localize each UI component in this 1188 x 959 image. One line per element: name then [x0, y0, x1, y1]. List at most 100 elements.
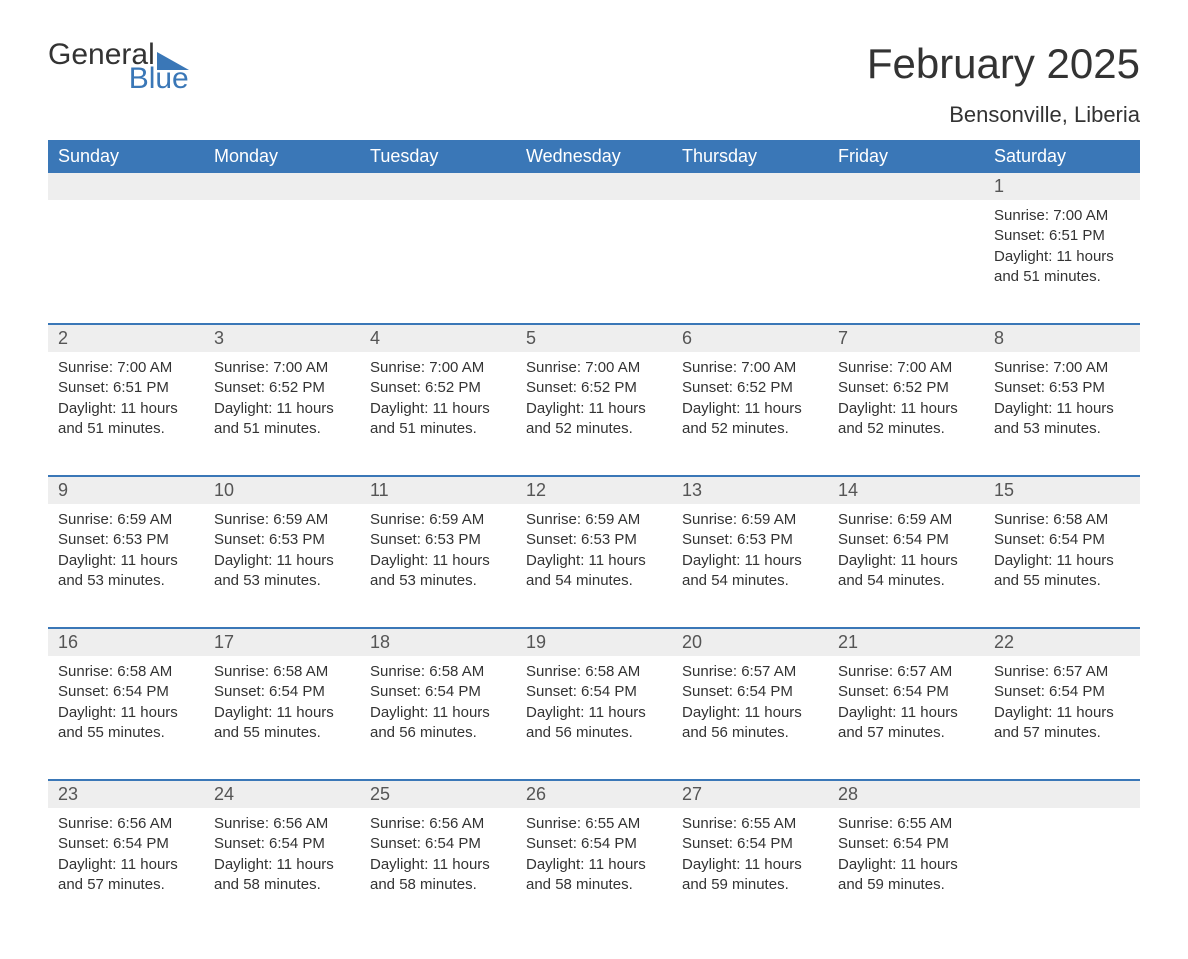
day-detail-line: Sunrise: 7:00 AM [838, 358, 974, 378]
day-detail-line: and 53 minutes. [214, 571, 350, 591]
day-detail-line: Sunrise: 6:59 AM [682, 510, 818, 530]
day-number: 24 [204, 781, 360, 808]
day-number: 21 [828, 629, 984, 656]
day-detail-line: Sunrise: 7:00 AM [682, 358, 818, 378]
day-cell: Sunrise: 6:55 AMSunset: 6:54 PMDaylight:… [672, 808, 828, 919]
day-detail-line: Daylight: 11 hours [526, 399, 662, 419]
day-cell: Sunrise: 6:58 AMSunset: 6:54 PMDaylight:… [360, 656, 516, 767]
day-detail-line: Daylight: 11 hours [682, 855, 818, 875]
day-number: 17 [204, 629, 360, 656]
day-header-wed: Wednesday [516, 140, 672, 173]
day-detail-line: and 57 minutes. [994, 723, 1130, 743]
day-detail-line: Sunrise: 6:55 AM [682, 814, 818, 834]
day-number [204, 173, 360, 200]
day-detail-line: Sunset: 6:54 PM [526, 834, 662, 854]
month-title: February 2025 [867, 40, 1140, 88]
day-cell [360, 200, 516, 311]
day-detail-line: Sunrise: 6:55 AM [526, 814, 662, 834]
day-detail-line: Sunset: 6:54 PM [370, 834, 506, 854]
day-detail-line: Sunset: 6:53 PM [994, 378, 1130, 398]
day-detail-line: Daylight: 11 hours [682, 551, 818, 571]
day-detail-line: Sunrise: 7:00 AM [994, 206, 1130, 226]
day-cell: Sunrise: 7:00 AMSunset: 6:52 PMDaylight:… [204, 352, 360, 463]
day-header-fri: Friday [828, 140, 984, 173]
day-number: 15 [984, 477, 1140, 504]
day-detail-line: and 56 minutes. [682, 723, 818, 743]
day-number: 19 [516, 629, 672, 656]
day-detail-line: and 58 minutes. [214, 875, 350, 895]
day-detail-line: Sunrise: 6:59 AM [838, 510, 974, 530]
day-detail-line: Sunrise: 7:00 AM [370, 358, 506, 378]
week-row: 232425262728Sunrise: 6:56 AMSunset: 6:54… [48, 779, 1140, 919]
day-detail-line: Sunset: 6:54 PM [838, 834, 974, 854]
day-detail-line: and 53 minutes. [370, 571, 506, 591]
day-number: 12 [516, 477, 672, 504]
day-detail-line: Sunset: 6:52 PM [838, 378, 974, 398]
day-detail-line: Daylight: 11 hours [682, 703, 818, 723]
day-cell: Sunrise: 6:59 AMSunset: 6:53 PMDaylight:… [516, 504, 672, 615]
day-detail-line: Sunrise: 6:56 AM [370, 814, 506, 834]
day-cell: Sunrise: 6:57 AMSunset: 6:54 PMDaylight:… [984, 656, 1140, 767]
day-detail-line: Daylight: 11 hours [370, 703, 506, 723]
daynum-row: 2345678 [48, 325, 1140, 352]
day-cell: Sunrise: 7:00 AMSunset: 6:53 PMDaylight:… [984, 352, 1140, 463]
day-number: 1 [984, 173, 1140, 200]
day-detail-line: Daylight: 11 hours [682, 399, 818, 419]
day-cell: Sunrise: 6:59 AMSunset: 6:53 PMDaylight:… [204, 504, 360, 615]
day-detail-line: Daylight: 11 hours [994, 399, 1130, 419]
day-detail-line: Sunrise: 6:57 AM [682, 662, 818, 682]
title-block: February 2025 [867, 40, 1140, 88]
day-detail-line: Sunset: 6:53 PM [370, 530, 506, 550]
day-detail-line: and 54 minutes. [838, 571, 974, 591]
day-cell [204, 200, 360, 311]
day-number: 5 [516, 325, 672, 352]
day-detail-line: and 57 minutes. [58, 875, 194, 895]
day-detail-line: Daylight: 11 hours [838, 855, 974, 875]
day-detail-line: and 51 minutes. [994, 267, 1130, 287]
day-cell: Sunrise: 7:00 AMSunset: 6:52 PMDaylight:… [360, 352, 516, 463]
day-detail-line: Daylight: 11 hours [58, 855, 194, 875]
day-number: 27 [672, 781, 828, 808]
day-detail-line: Sunset: 6:54 PM [994, 530, 1130, 550]
day-number: 13 [672, 477, 828, 504]
day-cell: Sunrise: 6:56 AMSunset: 6:54 PMDaylight:… [204, 808, 360, 919]
day-cell [672, 200, 828, 311]
day-detail-line: Daylight: 11 hours [838, 399, 974, 419]
day-number: 14 [828, 477, 984, 504]
day-detail-line: Sunset: 6:53 PM [58, 530, 194, 550]
day-header-tue: Tuesday [360, 140, 516, 173]
day-detail-line: and 59 minutes. [682, 875, 818, 895]
day-cell: Sunrise: 7:00 AMSunset: 6:52 PMDaylight:… [516, 352, 672, 463]
day-number: 18 [360, 629, 516, 656]
day-detail-line: Sunset: 6:54 PM [838, 682, 974, 702]
day-cell: Sunrise: 7:00 AMSunset: 6:52 PMDaylight:… [828, 352, 984, 463]
day-number: 9 [48, 477, 204, 504]
day-detail-line: Sunrise: 6:56 AM [214, 814, 350, 834]
day-detail-line: Sunset: 6:54 PM [838, 530, 974, 550]
day-cell [828, 200, 984, 311]
day-number [828, 173, 984, 200]
day-cell: Sunrise: 6:57 AMSunset: 6:54 PMDaylight:… [672, 656, 828, 767]
daynum-row: 16171819202122 [48, 629, 1140, 656]
day-detail-line: Daylight: 11 hours [214, 703, 350, 723]
day-number: 8 [984, 325, 1140, 352]
day-number: 3 [204, 325, 360, 352]
day-detail-line: Sunrise: 6:55 AM [838, 814, 974, 834]
week-row: 1Sunrise: 7:00 AMSunset: 6:51 PMDaylight… [48, 173, 1140, 311]
header: General Blue February 2025 [48, 40, 1140, 94]
day-detail-line: Daylight: 11 hours [994, 247, 1130, 267]
day-header-sat: Saturday [984, 140, 1140, 173]
day-detail-line: Sunset: 6:53 PM [682, 530, 818, 550]
day-detail-line: and 54 minutes. [682, 571, 818, 591]
day-detail-line: Sunset: 6:53 PM [214, 530, 350, 550]
day-detail-line: Daylight: 11 hours [370, 399, 506, 419]
day-detail-line: and 59 minutes. [838, 875, 974, 895]
day-cell: Sunrise: 6:59 AMSunset: 6:53 PMDaylight:… [360, 504, 516, 615]
day-detail-line: Daylight: 11 hours [526, 551, 662, 571]
day-cell: Sunrise: 6:58 AMSunset: 6:54 PMDaylight:… [516, 656, 672, 767]
location-label: Bensonville, Liberia [48, 102, 1140, 128]
day-detail-line: and 51 minutes. [58, 419, 194, 439]
day-number: 26 [516, 781, 672, 808]
day-detail-line: and 56 minutes. [526, 723, 662, 743]
day-number: 7 [828, 325, 984, 352]
